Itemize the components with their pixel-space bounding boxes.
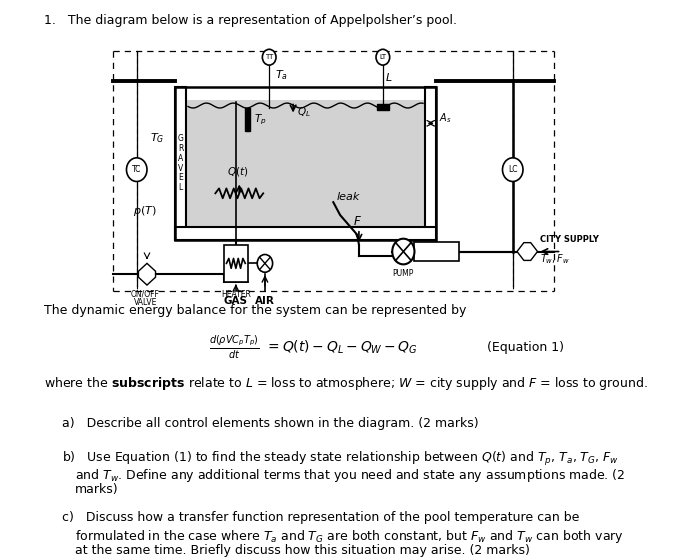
Circle shape	[257, 254, 272, 272]
Text: $Q_L$: $Q_L$	[297, 106, 310, 120]
Circle shape	[127, 158, 147, 182]
Polygon shape	[425, 87, 436, 240]
Circle shape	[376, 49, 390, 65]
Text: $F$: $F$	[353, 215, 362, 229]
Text: $= Q(t) - Q_L - Q_W - Q_G$: $= Q(t) - Q_L - Q_W - Q_G$	[265, 339, 418, 356]
Circle shape	[503, 158, 523, 182]
Text: The dynamic energy balance for the system can be represented by: The dynamic energy balance for the syste…	[44, 304, 467, 317]
Text: $T_p$: $T_p$	[254, 112, 267, 126]
Polygon shape	[175, 87, 186, 240]
Text: FILTER: FILTER	[424, 247, 449, 256]
Circle shape	[392, 239, 414, 264]
Text: $T_a$: $T_a$	[275, 68, 288, 82]
Polygon shape	[414, 241, 459, 262]
Text: a)   Describe all control elements shown in the diagram. (2 marks): a) Describe all control elements shown i…	[62, 417, 478, 430]
Text: G
R
A
V
E
L: G R A V E L	[178, 135, 183, 192]
Polygon shape	[377, 103, 389, 111]
Text: $L$: $L$	[386, 71, 393, 83]
Text: 1.   The diagram below is a representation of Appelpolsher’s pool.: 1. The diagram below is a representation…	[44, 14, 457, 27]
Text: GAS: GAS	[224, 296, 248, 306]
Text: (Equation 1): (Equation 1)	[487, 340, 564, 354]
Text: TC: TC	[132, 165, 141, 174]
Text: b)   Use Equation (1) to find the steady state relationship between $Q(t)$ and $: b) Use Equation (1) to find the steady s…	[62, 450, 619, 468]
Text: LT: LT	[379, 54, 386, 60]
Text: VALVE: VALVE	[134, 298, 157, 307]
Text: $A_s$: $A_s$	[440, 111, 452, 125]
Text: where the $\bf{subscripts}$ relate to $L$ = loss to atmosphere; $W$ = city suppl: where the $\bf{subscripts}$ relate to $L…	[44, 375, 648, 392]
Polygon shape	[175, 227, 436, 240]
Polygon shape	[139, 263, 155, 285]
Text: formulated in the case where $T_a$ and $T_G$ are both constant, but $F_w$ and $T: formulated in the case where $T_a$ and $…	[75, 528, 624, 544]
Text: CITY SUPPLY: CITY SUPPLY	[540, 235, 599, 244]
Text: $p(T)$: $p(T)$	[133, 204, 157, 218]
Text: LC: LC	[508, 165, 517, 174]
Text: PUMP: PUMP	[393, 269, 414, 278]
Text: $T_G$: $T_G$	[150, 131, 164, 145]
Text: at the same time. Briefly discuss how this situation may arise. (2 marks): at the same time. Briefly discuss how th…	[75, 544, 530, 557]
Text: $T_w, F_w$: $T_w, F_w$	[540, 253, 570, 266]
Text: $Q(t)$: $Q(t)$	[227, 165, 248, 178]
Polygon shape	[517, 243, 538, 260]
Polygon shape	[186, 100, 425, 227]
Text: TT: TT	[265, 54, 274, 60]
Text: c)   Discuss how a transfer function representation of the pool temperature can : c) Discuss how a transfer function repre…	[62, 511, 579, 524]
Text: marks): marks)	[75, 484, 119, 496]
Polygon shape	[224, 245, 248, 282]
Text: AIR: AIR	[255, 296, 275, 306]
Text: leak: leak	[337, 192, 360, 202]
Text: and $T_w$. Define any additional terms that you need and state any assumptions m: and $T_w$. Define any additional terms t…	[75, 467, 626, 484]
Circle shape	[262, 49, 276, 65]
Text: ON/OFF: ON/OFF	[131, 290, 160, 299]
Text: HEATER: HEATER	[221, 290, 251, 299]
Text: $\frac{d(\rho V C_p T_p)}{dt}$: $\frac{d(\rho V C_p T_p)}{dt}$	[209, 334, 260, 361]
Polygon shape	[245, 107, 251, 131]
